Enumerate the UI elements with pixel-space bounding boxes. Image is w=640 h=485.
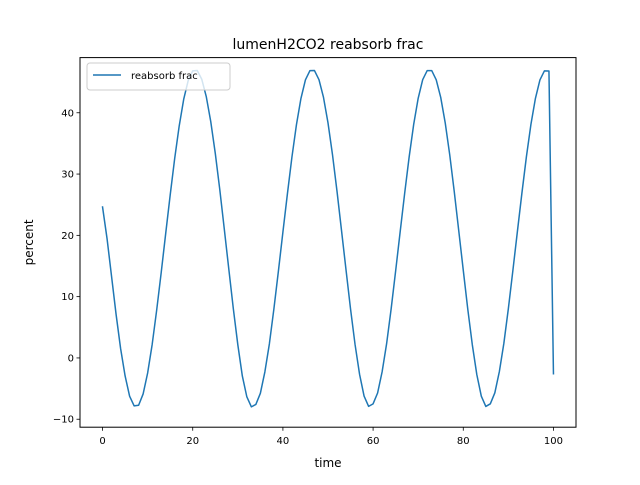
x-tick-label: 40 [277, 436, 290, 447]
x-tick-label: 60 [367, 436, 380, 447]
x-tick-label: 0 [99, 436, 105, 447]
y-tick-label: 40 [61, 108, 74, 119]
y-tick-label: 30 [61, 170, 74, 181]
x-tick-label: 100 [544, 436, 563, 447]
plot-area-frame [79, 57, 577, 428]
y-tick-label: 0 [68, 353, 74, 364]
x-axis-label: time [314, 456, 341, 470]
y-axis: −10 0 10 20 30 40 [53, 108, 80, 426]
y-tick-label: 10 [61, 292, 74, 303]
y-tick-label: −10 [53, 415, 74, 426]
chart-title: lumenH2CO2 reabsorb frac [233, 37, 424, 53]
y-tick-label: 20 [61, 231, 74, 242]
x-tick-label: 20 [186, 436, 199, 447]
legend-box [86, 62, 231, 91]
x-axis: 0 20 40 60 80 100 [99, 427, 563, 447]
x-tick-label: 80 [457, 436, 470, 447]
y-axis-label: percent [22, 219, 36, 265]
legend: reabsorb frac [86, 62, 231, 91]
legend-label: reabsorb frac [131, 71, 198, 82]
series-line-0 [101, 69, 555, 408]
